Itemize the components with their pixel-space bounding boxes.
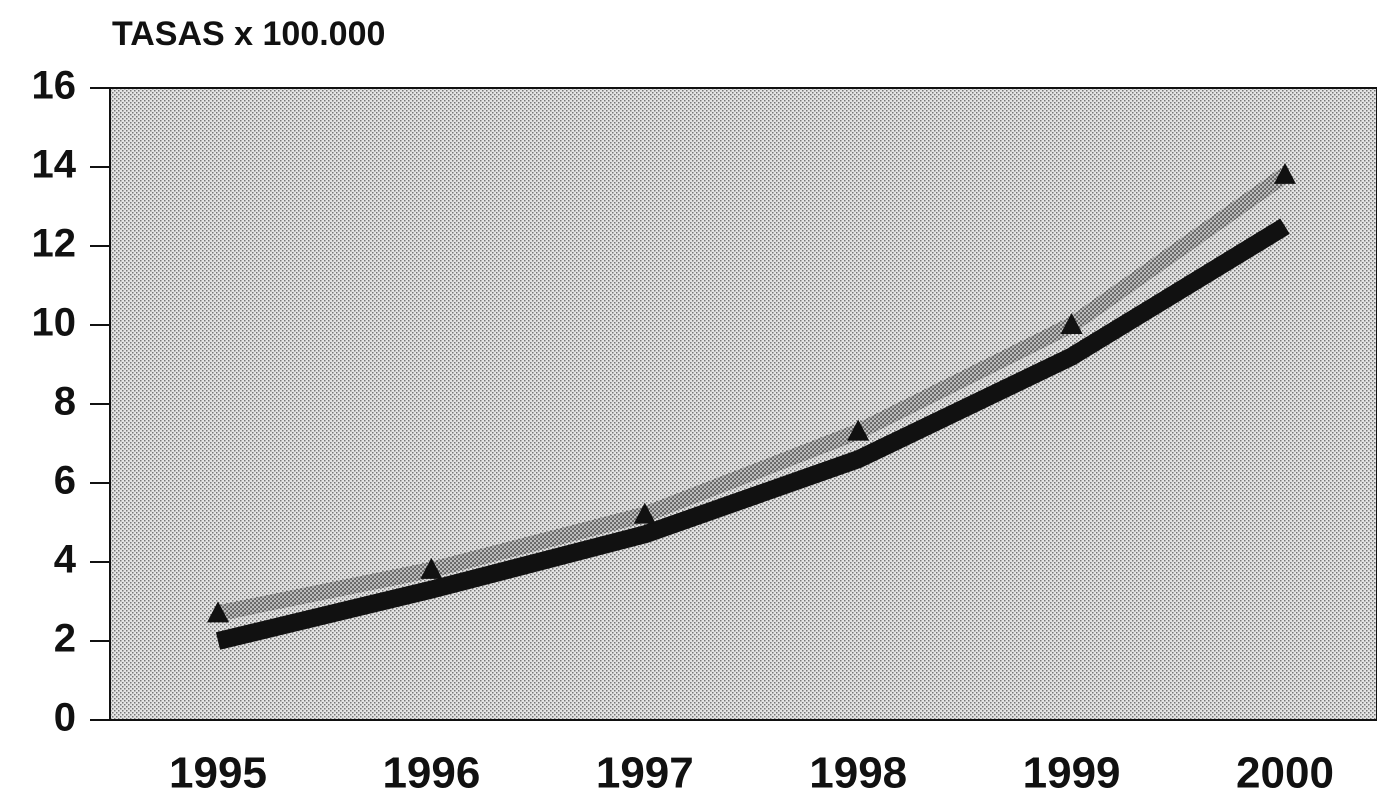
x-tick-label: 1997 [596, 749, 694, 798]
triangle-marker [1274, 162, 1296, 184]
x-tick-label: 2000 [1236, 749, 1334, 798]
x-tick-label: 1999 [1023, 749, 1121, 798]
chart-title: TASAS x 100.000 [112, 15, 385, 53]
y-tick-label: 12 [32, 222, 77, 266]
x-tick-label: 1998 [809, 749, 907, 798]
triangle-marker [847, 419, 870, 441]
y-tick-label: 10 [32, 301, 77, 345]
triangle-marker [633, 502, 656, 524]
triangle-marker [207, 601, 229, 623]
triangle-marker [1060, 313, 1083, 334]
y-tick-label: 0 [54, 696, 76, 740]
series-line [216, 168, 1290, 622]
x-tick-label: 1996 [382, 749, 480, 798]
y-tick-label: 14 [32, 143, 77, 187]
y-tick-label: 16 [32, 64, 77, 108]
x-tick-label: 1995 [169, 749, 267, 798]
y-tick-label: 8 [54, 380, 76, 424]
triangle-marker [420, 557, 443, 579]
y-tick-label: 4 [54, 538, 77, 582]
series-line [215, 218, 1290, 650]
y-tick-label: 6 [54, 459, 76, 503]
y-tick-label: 2 [54, 617, 76, 661]
